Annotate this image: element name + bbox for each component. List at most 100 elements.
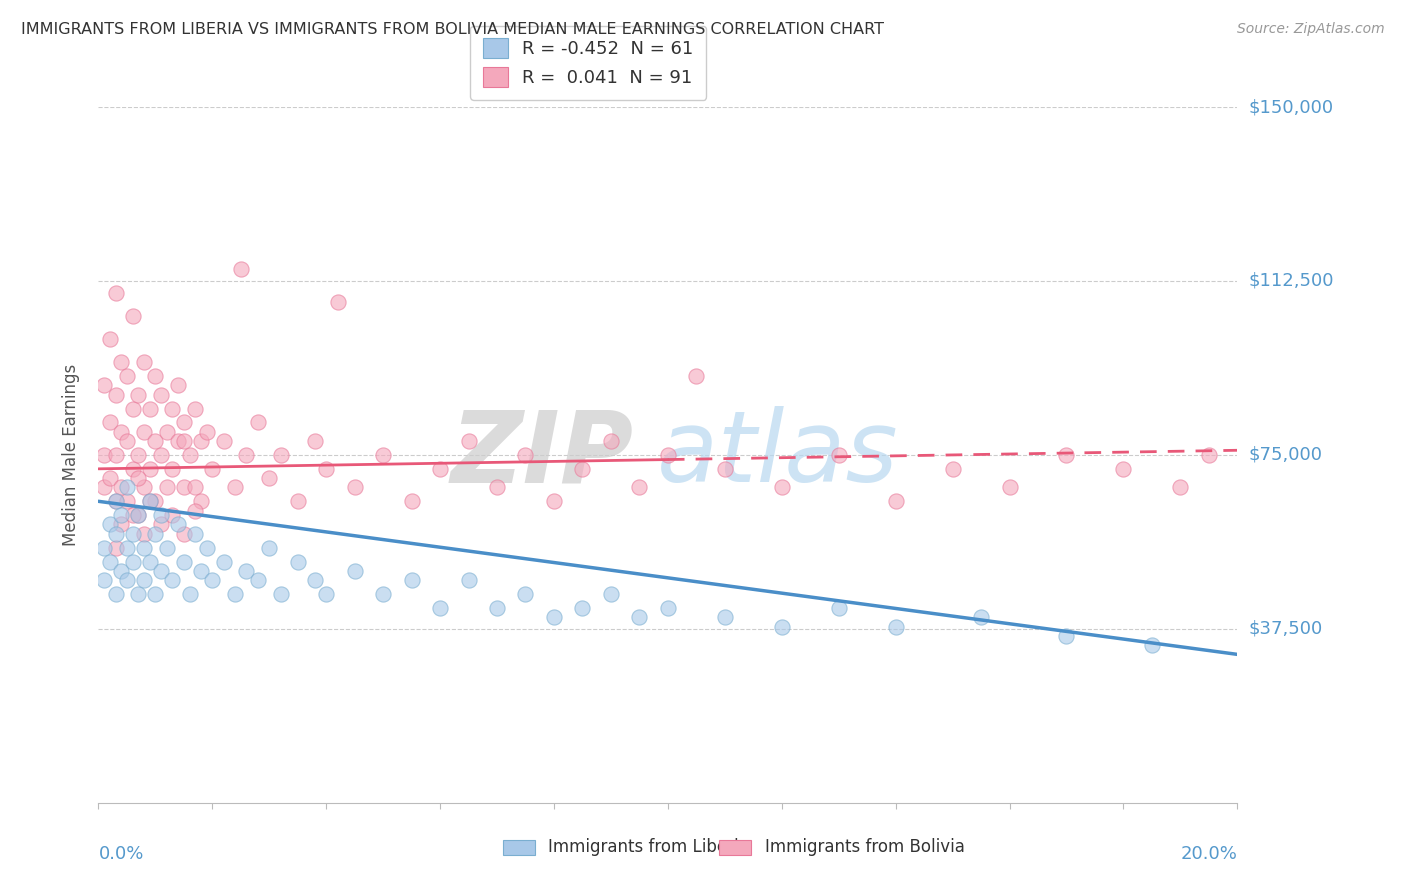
Text: atlas: atlas: [657, 407, 898, 503]
Y-axis label: Median Male Earnings: Median Male Earnings: [62, 364, 80, 546]
Point: [150, 564, 173, 578]
Text: $112,500: $112,500: [1249, 272, 1334, 290]
Point: [600, 587, 623, 601]
Point: [235, 564, 257, 578]
Point: [115, 480, 138, 494]
Point: [127, 508, 149, 523]
Point: [1170, 480, 1192, 494]
Point: [343, 564, 366, 578]
Point: [259, 471, 281, 485]
Point: [115, 494, 138, 508]
Point: [657, 601, 679, 615]
Point: [600, 434, 623, 448]
Point: [162, 573, 184, 587]
Point: [104, 387, 127, 401]
Point: [224, 480, 246, 494]
Point: [714, 462, 737, 476]
Point: [110, 355, 132, 369]
Point: [515, 587, 537, 601]
Point: [98, 332, 121, 346]
Point: [457, 434, 479, 448]
Point: [235, 448, 257, 462]
Point: [145, 587, 167, 601]
Point: [1140, 638, 1163, 652]
Point: [195, 541, 218, 555]
Point: [156, 425, 179, 439]
Point: [373, 587, 395, 601]
Point: [184, 526, 207, 541]
Point: [457, 573, 479, 587]
Point: [145, 494, 167, 508]
FancyBboxPatch shape: [718, 839, 751, 855]
Point: [138, 401, 160, 416]
Point: [770, 619, 793, 633]
Point: [121, 508, 143, 523]
Point: [110, 564, 132, 578]
Point: [287, 555, 309, 569]
Point: [401, 494, 423, 508]
Point: [156, 541, 179, 555]
Point: [657, 448, 679, 462]
Point: [326, 294, 349, 309]
Point: [486, 480, 509, 494]
Point: [98, 471, 121, 485]
Point: [127, 448, 149, 462]
Point: [343, 480, 366, 494]
Point: [429, 462, 451, 476]
Point: [121, 555, 143, 569]
Point: [127, 587, 149, 601]
Point: [93, 480, 115, 494]
Point: [401, 573, 423, 587]
Point: [150, 517, 173, 532]
Point: [138, 494, 160, 508]
Point: [184, 503, 207, 517]
Point: [942, 462, 965, 476]
Point: [287, 494, 309, 508]
Point: [145, 526, 167, 541]
Point: [173, 480, 195, 494]
Point: [93, 378, 115, 392]
Point: [970, 610, 993, 624]
Point: [1056, 629, 1078, 643]
Point: [132, 541, 155, 555]
Legend: R = -0.452  N = 61, R =  0.041  N = 91: R = -0.452 N = 61, R = 0.041 N = 91: [470, 26, 706, 100]
Point: [190, 564, 212, 578]
Point: [104, 587, 127, 601]
Point: [770, 480, 793, 494]
Point: [138, 494, 160, 508]
Point: [685, 369, 707, 384]
Point: [110, 508, 132, 523]
Point: [150, 508, 173, 523]
Point: [156, 480, 179, 494]
Point: [270, 448, 292, 462]
Point: [543, 610, 565, 624]
Point: [429, 601, 451, 615]
Point: [714, 610, 737, 624]
Point: [259, 541, 281, 555]
Point: [132, 425, 155, 439]
Point: [115, 369, 138, 384]
Point: [628, 480, 651, 494]
Point: [304, 434, 326, 448]
Point: [884, 494, 907, 508]
Point: [571, 462, 593, 476]
Point: [93, 448, 115, 462]
Point: [486, 601, 509, 615]
Point: [115, 434, 138, 448]
Text: IMMIGRANTS FROM LIBERIA VS IMMIGRANTS FROM BOLIVIA MEDIAN MALE EARNINGS CORRELAT: IMMIGRANTS FROM LIBERIA VS IMMIGRANTS FR…: [21, 22, 884, 37]
Point: [104, 448, 127, 462]
Point: [179, 587, 201, 601]
Point: [145, 369, 167, 384]
Point: [1112, 462, 1135, 476]
Point: [93, 541, 115, 555]
FancyBboxPatch shape: [503, 839, 534, 855]
Point: [127, 508, 149, 523]
Point: [121, 401, 143, 416]
Point: [515, 448, 537, 462]
Point: [543, 494, 565, 508]
Point: [132, 355, 155, 369]
Point: [150, 387, 173, 401]
Point: [104, 285, 127, 300]
Point: [184, 480, 207, 494]
Point: [98, 416, 121, 430]
